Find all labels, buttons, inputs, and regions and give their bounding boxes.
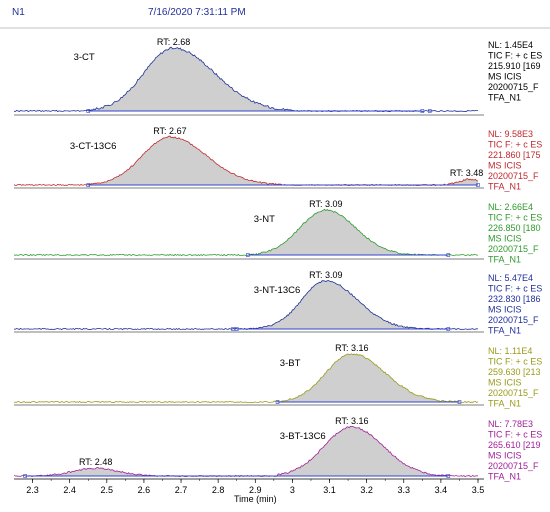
trace-info-line: TIC F: + c ES xyxy=(488,357,542,367)
baseline-marker xyxy=(23,474,27,478)
peak-area xyxy=(248,280,441,330)
rt-label: RT: 3.16 xyxy=(335,416,368,426)
trace-info-line: TIC F: + c ES xyxy=(488,430,542,440)
trace-info-line: NL: 9.58E3 xyxy=(488,129,533,139)
trace-info-line: 20200715_F xyxy=(488,315,539,325)
trace-info-line: MS ICIS xyxy=(488,72,522,82)
trace-info-line: TIC F: + c ES xyxy=(488,284,542,294)
peak-area xyxy=(278,426,448,476)
baseline-marker xyxy=(476,183,480,187)
x-tick-label: 2.3 xyxy=(26,485,39,495)
rt-label: RT: 2.68 xyxy=(157,37,190,47)
trace-info-line: MS ICIS xyxy=(488,305,522,315)
trace-info-line: 215.910 [169 xyxy=(488,61,541,71)
trace-info-line: NL: 7.78E3 xyxy=(488,419,533,429)
trace-info-line: 20200715_F xyxy=(488,171,539,181)
trace-info-line: TIC F: + c ES xyxy=(488,51,542,61)
compound-label: 3-NT xyxy=(254,214,275,225)
x-tick-label: 2.6 xyxy=(138,485,151,495)
trace-line xyxy=(13,208,478,257)
x-tick-label: 3.5 xyxy=(472,485,485,495)
trace-info-line: NL: 1.11E4 xyxy=(488,346,532,356)
rt-label: RT: 2.67 xyxy=(153,126,186,136)
baseline-marker xyxy=(275,400,280,404)
rt-label: RT: 3.16 xyxy=(335,343,368,353)
x-tick-label: 3 xyxy=(290,485,295,495)
trace-info-line: 265.610 [219 xyxy=(488,440,541,450)
x-axis-label: Time (min) xyxy=(234,494,277,504)
compound-label: 3-NT-13C6 xyxy=(254,285,300,296)
trace-info-line: TFA_N1 xyxy=(488,399,521,409)
trace-info-line: TFA_N1 xyxy=(488,255,521,265)
compound-label: 3-BT-13C6 xyxy=(280,431,326,442)
x-tick-label: 2.5 xyxy=(101,485,114,495)
trace-info-line: MS ICIS xyxy=(488,161,522,171)
x-tick-label: 3.2 xyxy=(360,485,373,495)
baseline-marker xyxy=(446,253,451,257)
peak-area xyxy=(248,209,441,256)
trace-info-line: TFA_N1 xyxy=(488,472,521,482)
trace-info-line: 20200715_F xyxy=(488,82,539,92)
sample-name: N1 xyxy=(12,7,25,18)
x-tick-label: 3.3 xyxy=(398,485,411,495)
compound-label: 3-BT xyxy=(280,358,301,369)
trace-info-line: 232.830 [186 xyxy=(488,294,541,304)
baseline-marker xyxy=(86,109,91,113)
baseline-marker xyxy=(457,400,462,404)
baseline-marker xyxy=(427,109,432,113)
rt-label-secondary: RT: 2.48 xyxy=(79,457,112,467)
x-tick-label: 3.1 xyxy=(323,485,336,495)
compound-label: 3-CT xyxy=(74,52,95,63)
trace-info-line: MS ICIS xyxy=(488,234,522,244)
peak-area xyxy=(274,353,459,403)
x-tick-label: 2.4 xyxy=(63,485,76,495)
baseline-marker xyxy=(234,327,239,331)
rt-label: RT: 3.09 xyxy=(309,270,342,280)
trace-line xyxy=(13,353,479,404)
baseline-marker xyxy=(446,327,451,331)
trace-info-line: TIC F: + c ES xyxy=(488,140,542,150)
trace-info-line: TIC F: + c ES xyxy=(488,213,542,223)
trace-info-line: MS ICIS xyxy=(488,451,522,461)
trace-info-line: NL: 1.45E4 xyxy=(488,40,533,50)
rt-label: RT: 3.09 xyxy=(309,199,342,209)
baseline-marker xyxy=(86,183,91,187)
trace-info-line: NL: 5.47E4 xyxy=(488,273,533,283)
trace-info-line: 20200715_F xyxy=(488,461,539,471)
trace-info-line: 20200715_F xyxy=(488,244,539,254)
trace-info-line: 221.860 [175 xyxy=(488,150,541,160)
trace-line xyxy=(13,280,479,331)
rt-label-secondary: RT: 3.48 xyxy=(450,168,483,178)
trace-info-line: TFA_N1 xyxy=(488,182,521,192)
x-tick-label: 3.4 xyxy=(435,485,448,495)
trace-info-line: NL: 2.66E4 xyxy=(488,202,533,212)
acquisition-datetime: 7/16/2020 7:31:11 PM xyxy=(148,7,246,18)
baseline-marker xyxy=(246,253,250,257)
baseline-marker xyxy=(446,474,451,478)
baseline-marker xyxy=(231,327,235,331)
x-tick-label: 2.8 xyxy=(212,485,225,495)
trace-info-line: 20200715_F xyxy=(488,388,539,398)
peak-area xyxy=(88,136,285,186)
x-tick-label: 2.9 xyxy=(249,485,262,495)
trace-info-line: TFA_N1 xyxy=(488,326,521,336)
trace-info-line: 226.850 [180 xyxy=(488,223,541,233)
trace-info-line: TFA_N1 xyxy=(488,93,521,103)
peak-area xyxy=(81,47,293,111)
x-tick-label: 2.7 xyxy=(175,485,188,495)
compound-label: 3-CT-13C6 xyxy=(70,141,116,152)
trace-info-line: MS ICIS xyxy=(488,378,522,388)
trace-info-line: 259.630 [213 xyxy=(488,367,541,377)
baseline-marker xyxy=(420,109,425,113)
